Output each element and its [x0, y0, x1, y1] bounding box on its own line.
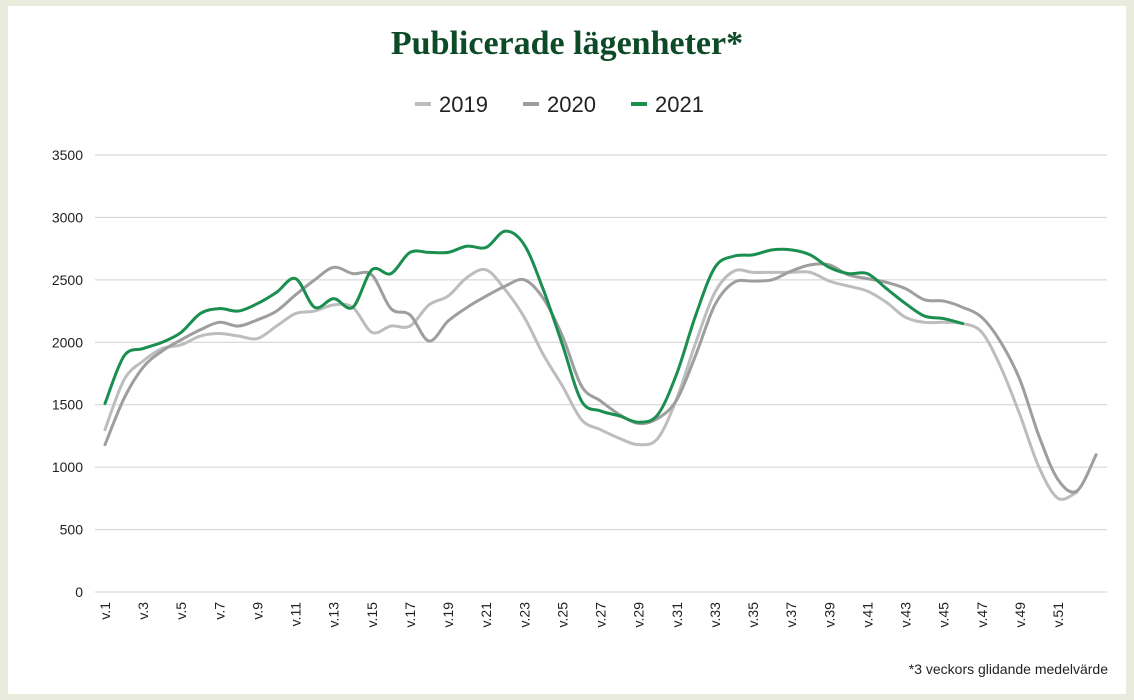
x-tick-label: v.15	[364, 602, 380, 628]
x-tick-label: v.41	[859, 602, 875, 628]
x-tick-label: v.7	[211, 602, 227, 620]
y-tick-label: 2000	[52, 334, 83, 350]
x-tick-label: v.39	[821, 602, 837, 628]
x-tick-label: v.17	[402, 602, 418, 628]
y-tick-label: 2500	[52, 272, 83, 288]
x-tick-label: v.3	[135, 602, 151, 620]
chart-title: Publicerade lägenheter*	[391, 25, 743, 62]
series-line	[103, 229, 965, 424]
x-tick-label: v.11	[288, 602, 304, 627]
legend-label: 2021	[655, 92, 704, 117]
y-tick-label: 1000	[52, 459, 83, 475]
y-tick-label: 0	[75, 584, 83, 600]
x-tick-label: v.29	[631, 602, 647, 628]
x-tick-label: v.1	[97, 602, 113, 620]
y-tick-label: 3000	[52, 209, 83, 225]
x-tick-label: v.33	[707, 602, 723, 628]
x-tick-label: v.21	[478, 602, 494, 628]
x-tick-label: v.43	[898, 602, 914, 628]
x-tick-label: v.9	[249, 602, 265, 620]
x-tick-label: v.19	[440, 602, 456, 628]
y-tick-label: 500	[60, 522, 84, 538]
x-tick-label: v.37	[783, 602, 799, 628]
series-line	[103, 262, 1098, 494]
x-tick-label: v.47	[974, 602, 990, 628]
frame: Publicerade lägenheter* *3 veckors glida…	[8, 6, 1126, 694]
series-line	[103, 267, 1079, 501]
x-tick-label: v.5	[173, 602, 189, 620]
x-tick-label: v.23	[516, 602, 532, 628]
chart: Publicerade lägenheter* *3 veckors glida…	[52, 25, 1108, 677]
footnote: *3 veckors glidande medelvärde	[909, 661, 1108, 677]
y-tick-label: 1500	[52, 397, 83, 413]
x-tick-label: v.25	[554, 602, 570, 628]
legend-label: 2019	[439, 92, 488, 117]
y-tick-label: 3500	[52, 147, 83, 163]
x-tick-label: v.31	[669, 602, 685, 628]
x-tick-label: v.13	[326, 602, 342, 628]
x-tick-label: v.45	[936, 602, 952, 628]
legend-label: 2020	[547, 92, 596, 117]
x-tick-label: v.51	[1050, 602, 1066, 628]
x-tick-label: v.27	[593, 602, 609, 628]
x-tick-label: v.35	[745, 602, 761, 628]
x-tick-label: v.49	[1012, 602, 1028, 628]
